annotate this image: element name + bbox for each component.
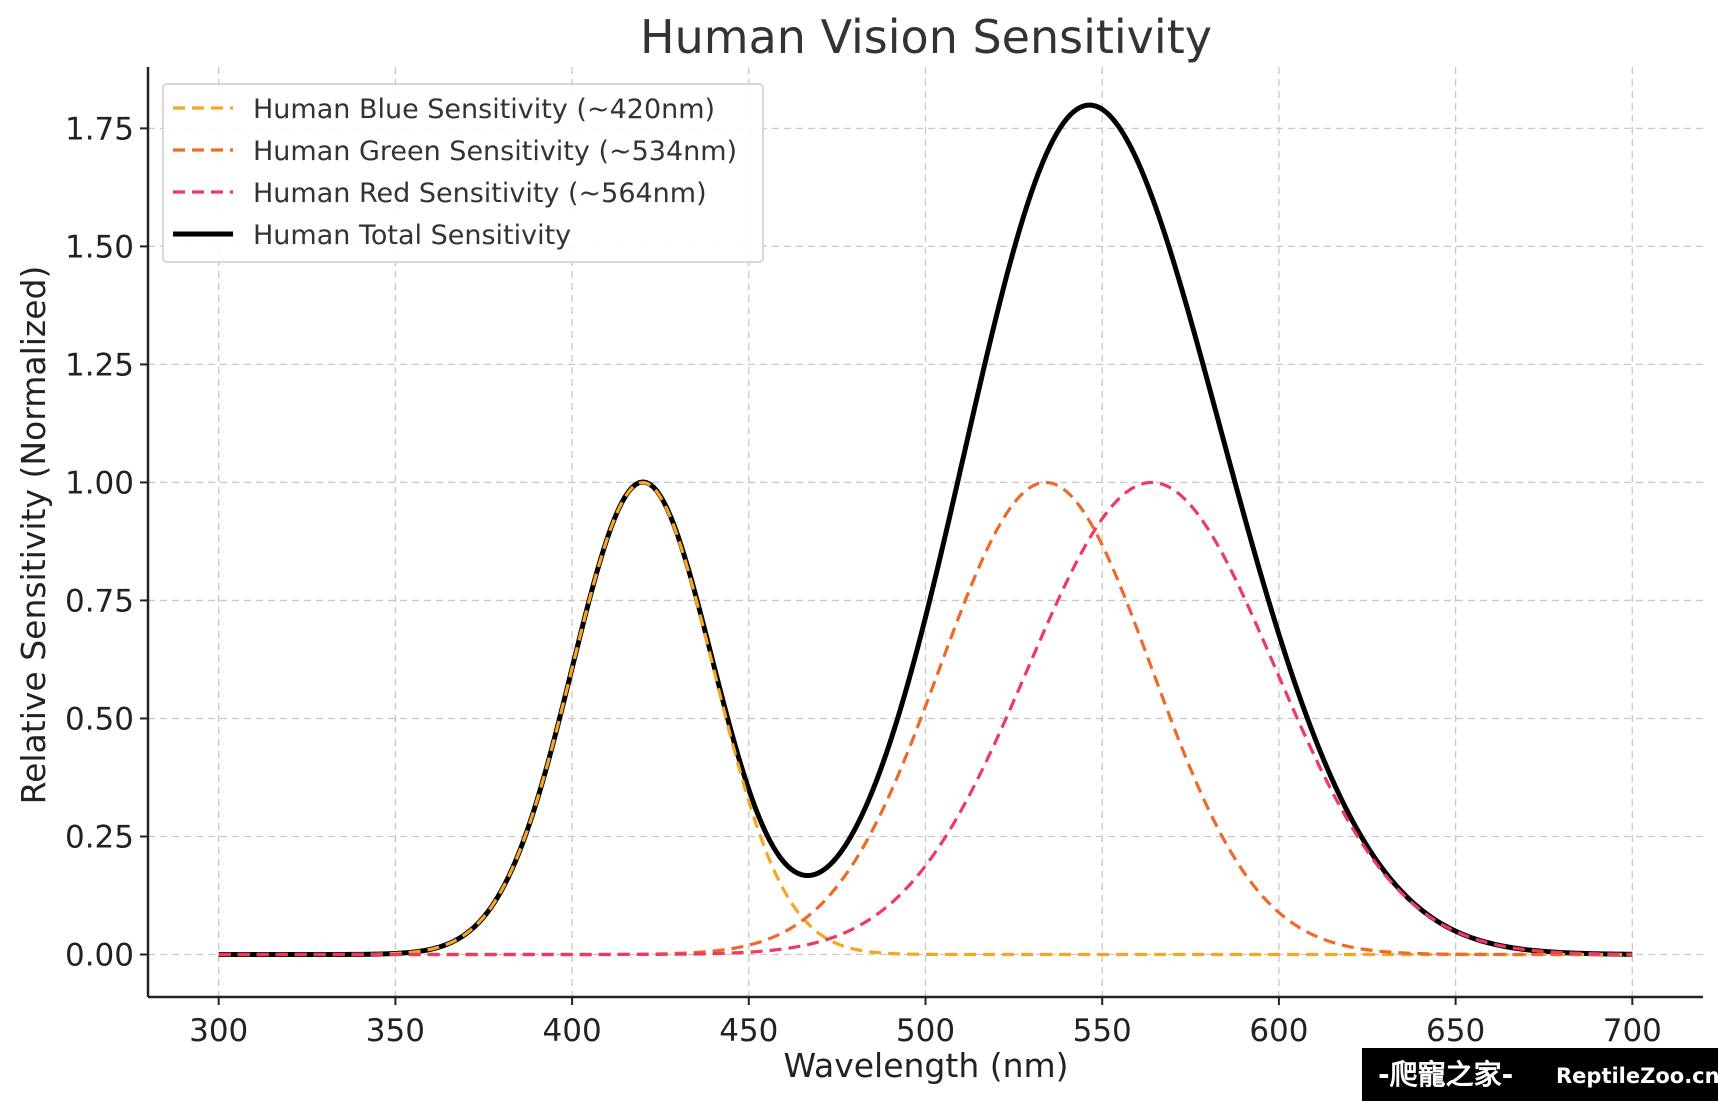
watermark: -爬寵之家- ReptileZoo.cn (1362, 1048, 1718, 1101)
y-axis-label: Relative Sensitivity (Normalized) (14, 266, 53, 805)
legend-box (162, 83, 764, 263)
y-tick-label: 1.25 (65, 347, 134, 383)
y-tick-label: 1.75 (65, 111, 134, 147)
watermark-background (1362, 1048, 1718, 1101)
x-tick-label: 650 (1426, 1013, 1485, 1049)
legend-label: Human Blue Sensitivity (~420nm) (253, 94, 715, 125)
watermark-text-en: ReptileZoo.cn (1556, 1064, 1718, 1088)
series-line-human-red-sensitivity-564nm (218, 480, 1633, 957)
x-tick-label: 700 (1603, 1013, 1662, 1049)
x-tick-label: 400 (543, 1013, 602, 1049)
legend: Human Blue Sensitivity (~420nm) Human Gre… (162, 83, 764, 263)
watermark-text-cn: -爬寵之家- (1378, 1058, 1513, 1091)
ticks: 300 350 400 450 500 550 600 650 700 0.00 0.25 0.50 0… (65, 111, 1662, 1049)
y-tick-label: 1.50 (65, 229, 134, 265)
series-layer (218, 102, 1633, 958)
legend-label: Human Total Sensitivity (253, 220, 571, 251)
legend-label: Human Green Sensitivity (~534nm) (253, 136, 737, 167)
chart-title: Human Vision Sensitivity (640, 10, 1212, 64)
y-tick-label: 0.00 (65, 938, 134, 974)
y-tick-label: 1.00 (65, 465, 134, 501)
x-tick-label: 350 (366, 1013, 425, 1049)
y-tick-label: 0.75 (65, 583, 134, 619)
x-tick-label: 500 (896, 1013, 955, 1049)
legend-label: Human Red Sensitivity (~564nm) (253, 178, 707, 209)
x-tick-label: 450 (719, 1013, 778, 1049)
series-line-human-blue-sensitivity-420nm (218, 480, 1633, 957)
y-tick-label: 0.25 (65, 819, 134, 855)
x-tick-label: 300 (189, 1013, 248, 1049)
y-tick-label: 0.50 (65, 701, 134, 737)
grid (148, 67, 1703, 997)
x-tick-label: 550 (1073, 1013, 1132, 1049)
x-tick-label: 600 (1249, 1013, 1308, 1049)
x-axis-label: Wavelength (nm) (783, 1046, 1068, 1085)
